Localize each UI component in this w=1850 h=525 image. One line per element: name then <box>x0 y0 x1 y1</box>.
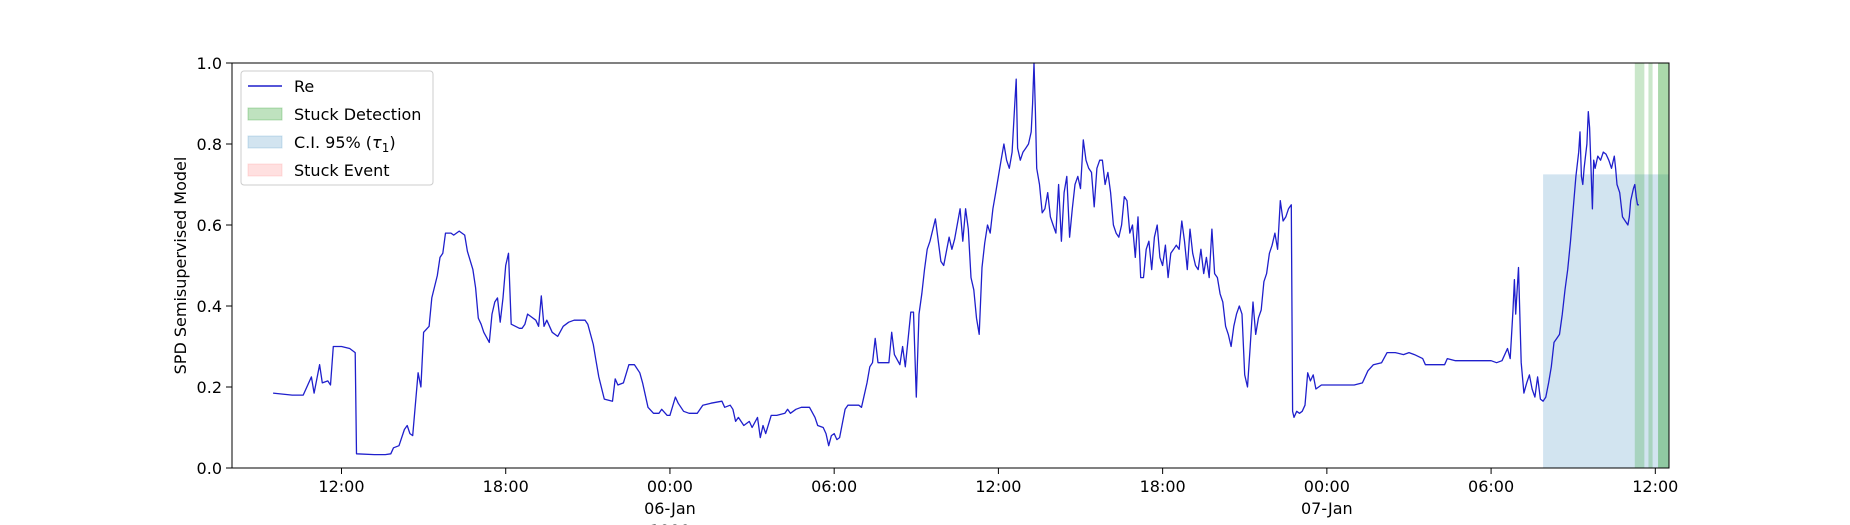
legend: Re Stuck Detection C.I. 95% (τ1) Stuck Even… <box>240 70 434 186</box>
plot-frame <box>231 62 1670 469</box>
x-tick-label: 1990 <box>650 521 691 525</box>
series-line-re <box>273 62 1639 456</box>
y-axis-label: SPD Semisupervised Model <box>171 157 190 375</box>
y-tick-label: 0.4 <box>197 297 222 316</box>
x-tick-label: 18:00 <box>483 477 529 496</box>
x-tick-label: 12:00 <box>318 477 364 496</box>
stuck-detection-band <box>1634 63 1645 468</box>
x-tick-label: 12:00 <box>975 477 1021 496</box>
ci-band <box>1543 174 1669 468</box>
legend-label: Stuck Detection <box>294 105 421 124</box>
stuck-detection-band <box>1658 63 1669 468</box>
y-tick-label: 0.0 <box>197 459 222 478</box>
x-tick-label: 07-Jan <box>1301 499 1353 518</box>
x-axis: 12:00 18:00 00:00 06-Jan 1990 06:00 12:00 18:00… <box>318 468 1678 525</box>
x-tick-label: 00:00 <box>647 477 693 496</box>
y-axis: 0.0 0.2 0.4 0.6 0.8 1.0 <box>197 54 232 478</box>
x-tick-label: 06:00 <box>811 477 857 496</box>
y-tick-label: 0.6 <box>197 216 222 235</box>
y-tick-label: 1.0 <box>197 54 222 73</box>
legend-label: C.I. 95% (τ1) <box>294 133 396 155</box>
legend-swatch-patch <box>247 107 283 121</box>
legend-swatch-patch <box>247 163 283 177</box>
y-tick-label: 0.2 <box>197 378 222 397</box>
x-tick-label: 18:00 <box>1140 477 1186 496</box>
y-tick-label: 0.8 <box>197 135 222 154</box>
legend-box <box>240 70 434 186</box>
legend-swatch-patch <box>247 135 283 149</box>
shaded-regions <box>1543 63 1669 468</box>
legend-label: Re <box>294 77 314 96</box>
x-tick-label: 12:00 <box>1632 477 1678 496</box>
x-tick-label: 06:00 <box>1468 477 1514 496</box>
x-tick-label: 06-Jan <box>644 499 696 518</box>
legend-label: Stuck Event <box>294 161 390 180</box>
stuck-detection-band <box>1648 63 1653 468</box>
x-tick-label: 00:00 <box>1304 477 1350 496</box>
series-layer <box>273 62 1639 456</box>
